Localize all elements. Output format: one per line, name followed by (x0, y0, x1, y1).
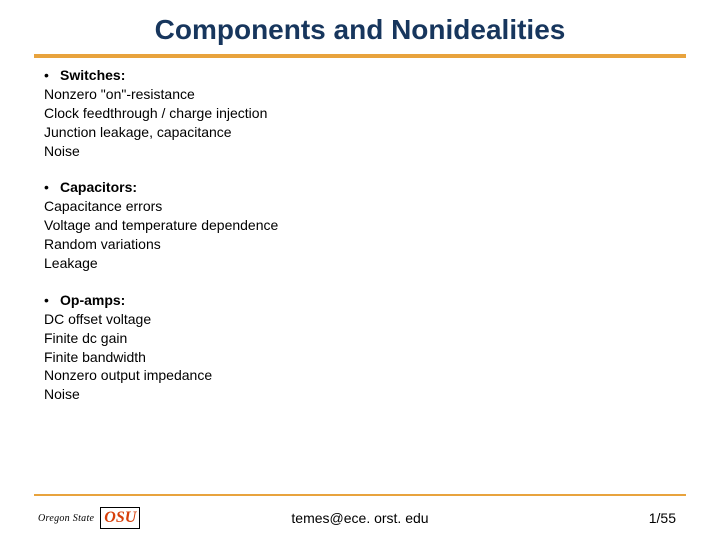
body-line: Junction leakage, capacitance (44, 123, 676, 142)
body-line: Capacitance errors (44, 197, 676, 216)
footer-email: temes@ece. orst. edu (0, 510, 720, 526)
page-number: 1/55 (649, 510, 676, 526)
group-switches: • Switches: Nonzero "on"-resistance Cloc… (44, 66, 676, 160)
group-heading: Capacitors: (60, 178, 137, 197)
bullet-row: • Capacitors: (44, 178, 676, 197)
body-line: Nonzero output impedance (44, 366, 676, 385)
body-line: Finite bandwidth (44, 348, 676, 367)
body-line: Clock feedthrough / charge injection (44, 104, 676, 123)
body-line: Nonzero "on"-resistance (44, 85, 676, 104)
bullet-icon: • (44, 178, 60, 197)
group-heading: Op-amps: (60, 291, 125, 310)
bullet-icon: • (44, 291, 60, 310)
content-area: • Switches: Nonzero "on"-resistance Cloc… (0, 58, 720, 404)
bullet-row: • Op-amps: (44, 291, 676, 310)
group-capacitors: • Capacitors: Capacitance errors Voltage… (44, 178, 676, 272)
footer: Oregon State OSU temes@ece. orst. edu 1/… (0, 496, 720, 540)
bullet-icon: • (44, 66, 60, 85)
body-line: Noise (44, 142, 676, 161)
body-line: Random variations (44, 235, 676, 254)
slide: Components and Nonidealities • Switches:… (0, 0, 720, 540)
body-line: DC offset voltage (44, 310, 676, 329)
body-line: Noise (44, 385, 676, 404)
group-heading: Switches: (60, 66, 125, 85)
group-opamps: • Op-amps: DC offset voltage Finite dc g… (44, 291, 676, 404)
bullet-row: • Switches: (44, 66, 676, 85)
body-line: Voltage and temperature dependence (44, 216, 676, 235)
slide-title: Components and Nonidealities (0, 0, 720, 54)
body-line: Finite dc gain (44, 329, 676, 348)
body-line: Leakage (44, 254, 676, 273)
